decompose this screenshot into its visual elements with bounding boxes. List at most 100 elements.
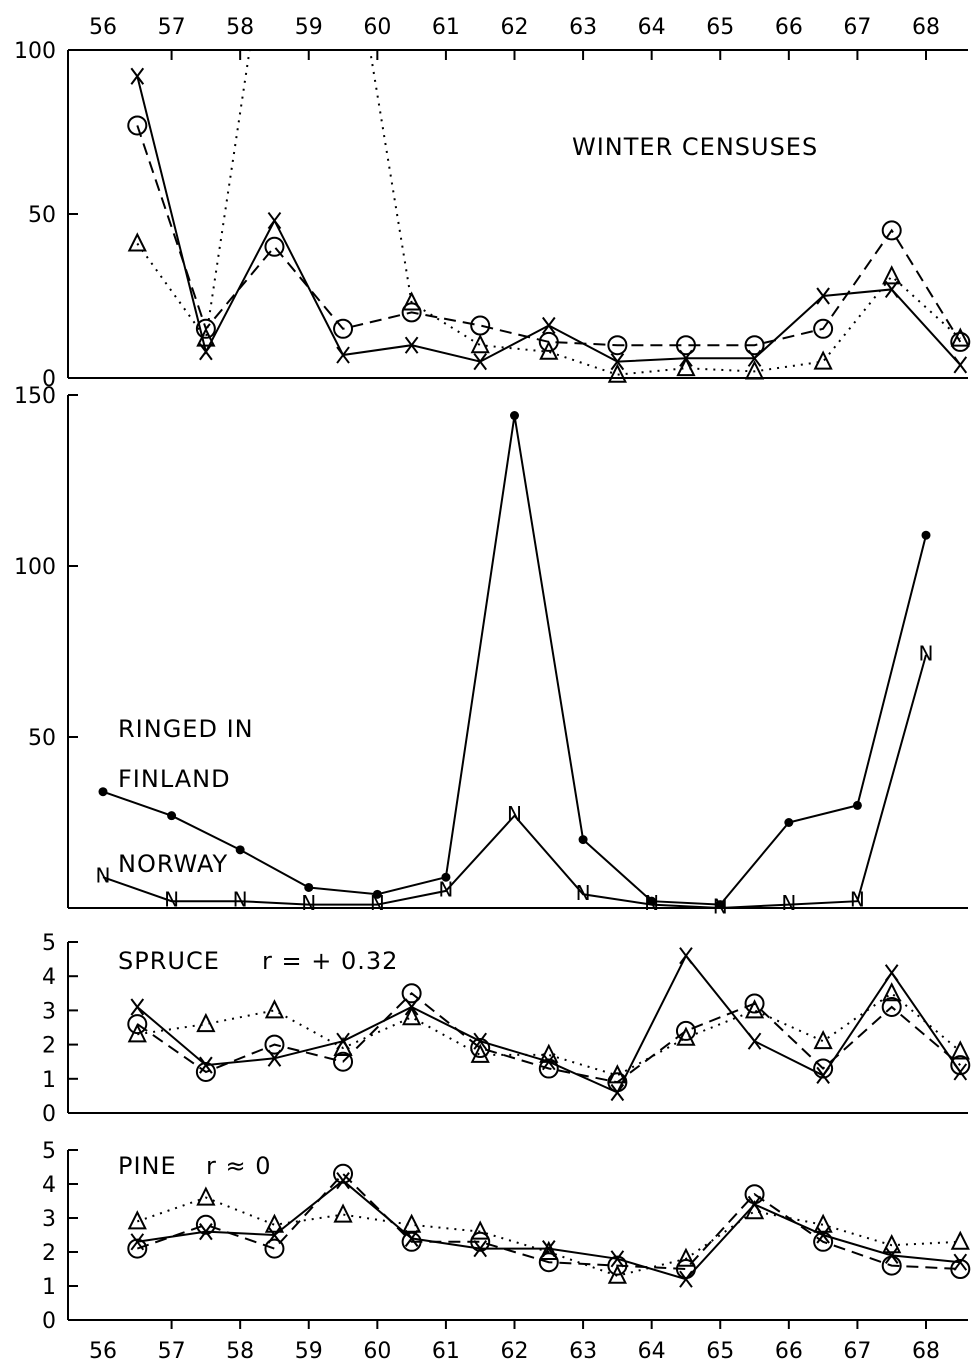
series-line-1 [102,654,927,910]
y-tick-label: 0 [42,1102,56,1127]
annotation-pine-r: r ≈ 0 [206,1152,272,1180]
data-point [264,1213,285,1233]
data-point [336,346,350,364]
data-point [264,1238,285,1259]
data-point [539,340,559,360]
y-tick-label: 4 [42,965,56,990]
bottom-year-label: 57 [158,1339,186,1364]
data-point [607,335,628,356]
data-point-label: N [507,802,522,826]
series-line-1 [136,125,962,347]
data-point [881,220,902,241]
data-point [470,1220,490,1240]
data-point [195,318,216,339]
data-point [470,1043,490,1063]
y-tick-label: 2 [42,1034,56,1059]
series-lines [136,50,962,376]
data-point [470,1231,491,1252]
y-tick-label: 150 [14,384,56,409]
data-point [333,1203,353,1223]
data-point [539,1240,559,1260]
y-tick-label: 0 [42,1309,56,1334]
data-point [402,1006,422,1026]
data-point-label: N [96,864,111,888]
data-point [882,265,902,285]
data-point [401,302,422,323]
series-line-0 [136,953,962,1094]
y-tick-label: 1 [42,1068,56,1093]
data-point [264,1034,285,1055]
data-point [199,1056,213,1074]
y-tick-label: 4 [42,1173,56,1198]
annotation-spruce: SPRUCE [118,947,220,975]
panel-title: WINTER CENSUSES [572,133,818,161]
series-line-1 [136,991,961,1084]
data-point [127,1238,148,1259]
series-lines [102,415,927,910]
data-point-label: N [233,888,248,912]
data-point [333,1051,354,1072]
bottom-year-axis: 56 57 58 59 60 61 62 63 64 65 66 67 68 [89,1339,940,1364]
series-line-2 [136,50,961,376]
data-point [267,211,282,230]
spruce-panel: 0 1 2 3 4 5 SPRUCE r = + 0.32 [42,931,971,1127]
series-line-1 [136,1172,961,1271]
y-tick-label: 100 [14,555,56,580]
data-point [676,1247,696,1267]
data-point [676,356,696,377]
y-tick-label: 3 [42,999,56,1024]
top-year-label: 58 [226,15,254,40]
top-year-label: 63 [569,15,597,40]
data-point [333,318,354,339]
data-point [264,999,285,1019]
data-point [127,115,148,136]
data-point [372,889,382,899]
data-point [333,1163,354,1184]
series-lines [136,1172,961,1281]
data-point [813,1029,833,1050]
bottom-year-label: 58 [226,1339,254,1364]
data-point [510,411,519,421]
data-point [950,1055,971,1076]
bottom-year-label: 63 [569,1339,597,1364]
data-point [470,1038,491,1059]
data-point [816,287,830,305]
annotation-pine: PINE [118,1152,177,1180]
y-tick-label: 50 [28,726,56,751]
data-point [647,896,657,906]
data-point [881,1255,902,1276]
bottom-year-label: 59 [295,1339,323,1364]
data-point [538,1058,559,1079]
series-markers [127,947,971,1102]
data-point [196,327,216,347]
y-tick-label: 100 [14,39,56,64]
y-tick-label: 3 [42,1207,56,1232]
data-point [950,1230,970,1250]
bottom-year-label: 56 [89,1339,117,1364]
data-point [98,787,108,797]
data-point [404,336,419,354]
top-year-label: 64 [638,15,666,40]
data-point [852,800,862,810]
bottom-year-label: 60 [363,1339,391,1364]
data-point [127,1014,148,1035]
top-year-label: 60 [363,15,391,40]
data-point [127,1023,147,1043]
series-lines [136,953,962,1094]
data-point [813,1058,834,1079]
data-point [127,232,147,252]
data-point [744,360,765,380]
annotation-finland: FINLAND [118,765,231,793]
data-point [195,1214,216,1235]
data-point-label: N [164,888,179,912]
data-point [402,291,422,311]
data-point [953,356,968,374]
data-point [401,983,422,1004]
data-point [127,1210,147,1230]
data-point [744,335,765,356]
y-tick-label: 5 [42,931,56,956]
data-point [950,1040,970,1060]
top-year-label: 62 [501,15,529,40]
data-point [610,353,625,371]
data-point [813,350,833,370]
